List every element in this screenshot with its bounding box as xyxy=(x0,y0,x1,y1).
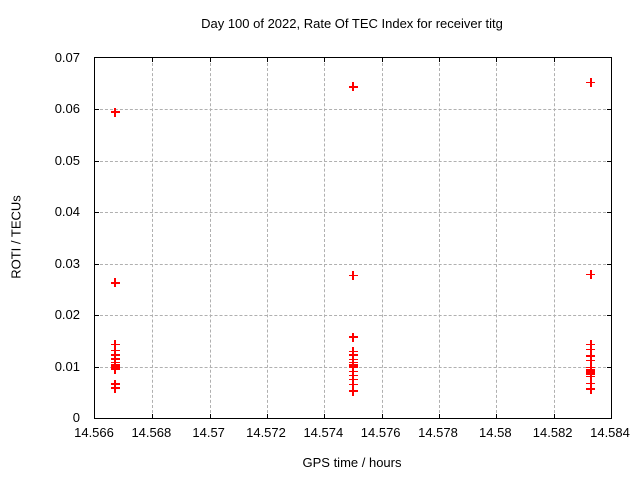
data-point-marker xyxy=(348,380,358,390)
vertical-gridline xyxy=(324,58,326,418)
y-tick-mark xyxy=(95,315,99,317)
x-tick-label: 14.57 xyxy=(192,425,225,440)
x-tick-mark xyxy=(209,58,211,62)
data-point-marker xyxy=(348,374,358,384)
vertical-gridline xyxy=(152,58,154,418)
x-tick-mark xyxy=(553,58,555,62)
x-tick-mark xyxy=(267,58,268,62)
x-tick-mark xyxy=(496,414,498,418)
x-tick-label: 14.568 xyxy=(131,425,172,440)
y-tick-label: 0.05 xyxy=(54,152,80,168)
x-tick-mark xyxy=(381,58,383,62)
data-point-marker xyxy=(586,270,596,279)
data-point-marker xyxy=(110,278,120,288)
data-point-marker xyxy=(586,339,596,349)
data-point-marker xyxy=(586,345,596,355)
data-point-marker xyxy=(110,107,120,117)
x-tick-label: 14.572 xyxy=(246,425,286,440)
y-tick-mark xyxy=(95,160,99,162)
chart-title: Day 100 of 2022, Rate Of TEC Index for r… xyxy=(201,16,503,31)
y-tick-label: 0.04 xyxy=(54,204,80,220)
data-point-marker xyxy=(348,386,358,396)
y-tick-mark xyxy=(607,315,611,317)
data-point-marker xyxy=(110,339,120,349)
x-tick-mark xyxy=(152,414,154,418)
x-tick-mark xyxy=(496,58,498,62)
y-tick-mark xyxy=(607,109,611,111)
y-tick-label: 0.02 xyxy=(54,307,80,323)
x-tick-mark xyxy=(324,58,326,62)
x-tick-label: 14.574 xyxy=(303,425,344,440)
y-tick-label: 0 xyxy=(72,410,80,425)
vertical-gridline xyxy=(267,58,268,418)
x-tick-mark xyxy=(152,58,154,62)
x-tick-mark xyxy=(439,414,440,418)
data-point-marker xyxy=(586,78,596,88)
data-point-marker xyxy=(110,346,120,356)
y-tick-mark xyxy=(95,212,99,214)
y-tick-mark xyxy=(607,366,611,368)
vertical-gridline xyxy=(209,58,211,418)
y-tick-label: 0.06 xyxy=(54,101,80,117)
data-point-marker xyxy=(586,355,596,365)
horizontal-gridline xyxy=(95,160,611,162)
horizontal-gridline xyxy=(95,109,611,111)
vertical-gridline xyxy=(439,58,440,418)
x-tick-mark xyxy=(553,414,555,418)
y-tick-mark xyxy=(95,109,99,111)
data-point-marker xyxy=(110,365,120,375)
horizontal-gridline xyxy=(95,212,611,214)
y-tick-mark xyxy=(607,160,611,162)
y-tick-mark xyxy=(95,263,99,265)
data-point-marker xyxy=(348,82,358,92)
y-tick-mark xyxy=(607,263,611,265)
plot-area xyxy=(94,57,612,419)
x-tick-label: 14.58 xyxy=(479,425,512,440)
data-point-marker xyxy=(348,271,358,281)
data-point-marker xyxy=(586,371,596,381)
data-point-marker xyxy=(586,351,596,361)
x-tick-label: 14.576 xyxy=(360,425,401,440)
x-tick-label: 14.566 xyxy=(74,425,114,440)
x-tick-mark xyxy=(209,414,211,418)
x-tick-label: 14.582 xyxy=(532,425,573,440)
x-tick-mark xyxy=(439,58,440,62)
data-point-marker xyxy=(110,383,120,393)
x-tick-mark xyxy=(381,414,383,418)
data-point-marker xyxy=(586,384,596,394)
data-point-marker xyxy=(586,379,596,389)
vertical-gridline xyxy=(496,58,498,418)
vertical-gridline xyxy=(553,58,555,418)
horizontal-gridline xyxy=(95,315,611,317)
horizontal-gridline xyxy=(95,263,611,265)
x-tick-label: 14.584 xyxy=(590,425,630,440)
x-tick-mark xyxy=(324,414,326,418)
x-axis-label: GPS time / hours xyxy=(302,455,402,470)
y-tick-mark xyxy=(607,212,611,214)
y-tick-label: 0.01 xyxy=(54,358,80,374)
y-tick-label: 0.07 xyxy=(54,50,80,65)
data-point-marker xyxy=(348,362,358,372)
y-tick-label: 0.03 xyxy=(54,255,80,271)
data-point-marker xyxy=(348,332,358,342)
x-tick-mark xyxy=(267,414,268,418)
vertical-gridline xyxy=(381,58,383,418)
y-tick-mark xyxy=(95,366,99,368)
x-tick-label: 14.578 xyxy=(418,425,458,440)
